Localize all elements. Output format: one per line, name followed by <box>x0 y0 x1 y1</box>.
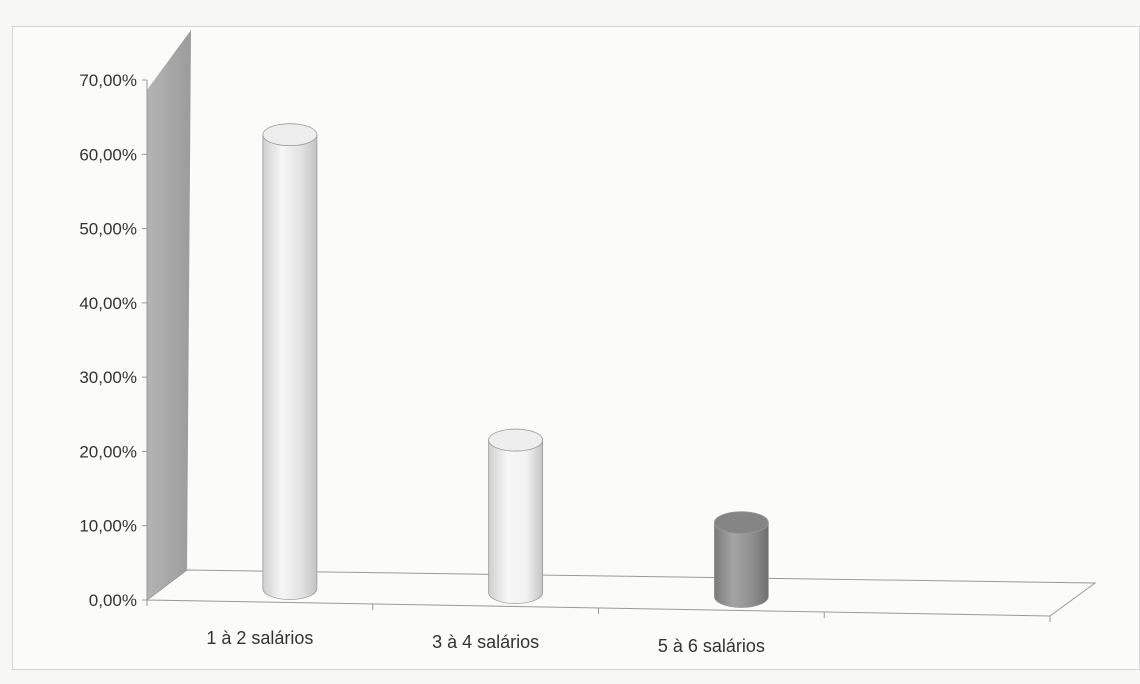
bar-top <box>713 511 769 534</box>
back-wall <box>147 30 191 600</box>
bar-body <box>713 522 769 608</box>
bar-body <box>262 134 318 600</box>
bar-cylinder <box>713 511 769 608</box>
bar-cylinder <box>488 428 544 604</box>
y-tick-label: 0,00% <box>89 591 137 610</box>
bar-body <box>488 439 544 604</box>
chart-floor <box>145 569 1097 617</box>
y-tick-label: 40,00% <box>79 294 137 313</box>
bar-cylinder <box>262 123 318 600</box>
y-tick-label: 70,00% <box>79 71 137 90</box>
chart-back-wall-layer <box>147 30 191 600</box>
y-tick-label: 20,00% <box>79 442 137 461</box>
bar-top <box>262 123 318 147</box>
y-tick-label: 30,00% <box>79 368 137 387</box>
y-axis: 0,00% 10,00% 20,00% 30,00% 40,00% 50,00% 60,00… <box>79 71 148 610</box>
x-category-label: 3 à 4 salários <box>432 632 539 652</box>
x-category-label: 5 à 6 salários <box>658 636 765 656</box>
y-tick-label: 50,00% <box>79 220 137 239</box>
y-tick-label: 60,00% <box>79 145 137 164</box>
chart-floor-layer <box>145 569 1097 617</box>
x-axis: 1 à 2 salários 3 à 4 salários 5 à 6 salári… <box>146 600 1051 656</box>
chart-frame <box>12 26 1140 670</box>
bars-layer <box>262 123 769 608</box>
y-tick-label: 10,00% <box>79 517 137 536</box>
x-category-label: 1 à 2 salários <box>206 628 313 648</box>
bar-top <box>488 428 544 452</box>
